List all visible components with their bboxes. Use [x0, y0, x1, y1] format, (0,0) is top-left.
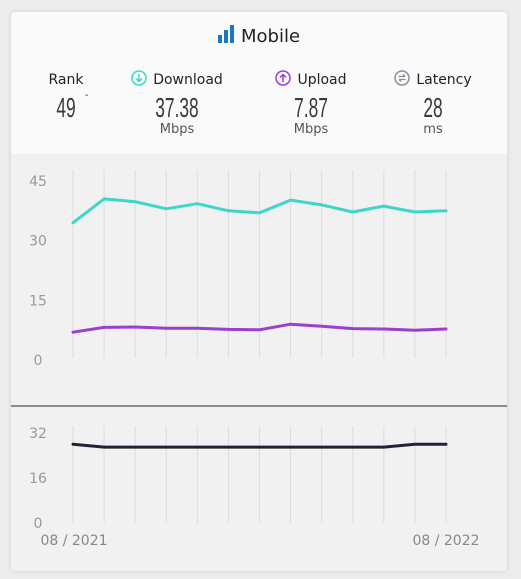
download-arrow-icon: [131, 70, 147, 90]
x-label-end: 08 / 2022: [412, 533, 479, 549]
rank-label: Rank: [48, 72, 84, 88]
latency-label: Latency: [416, 72, 472, 88]
latency-value: 28: [423, 92, 443, 123]
y-tick-label: 30: [29, 234, 47, 250]
download-line: [71, 197, 448, 225]
y-tick-label: 0: [34, 516, 43, 532]
x-label-start: 08 / 2021: [40, 533, 107, 549]
upload-metric: Upload 7.87 Mbps: [266, 70, 356, 137]
signal-bars-icon: [217, 25, 234, 47]
download-value: 37.38: [155, 92, 199, 123]
y-tick-label: 32: [29, 426, 47, 442]
upload-arrow-icon: [275, 70, 292, 90]
upload-line: [71, 322, 448, 334]
upload-unit: Mbps: [293, 122, 329, 137]
y-tick-label: 16: [29, 471, 47, 487]
y-tick-label: 0: [34, 353, 43, 369]
download-metric: Download 37.38 Mbps: [127, 70, 227, 137]
latency-metric: Latency 28 ms: [388, 70, 478, 137]
upload-label: Upload: [297, 72, 347, 88]
download-unit: Mbps: [159, 122, 195, 137]
download-label: Download: [153, 72, 223, 88]
latency-arrows-icon: [394, 70, 411, 90]
rank-change: -: [85, 90, 89, 101]
title-row: Mobile: [11, 25, 507, 47]
rank-metric: Rank 49: [39, 70, 93, 124]
rank-value: 49: [56, 92, 76, 123]
y-tick-label: 45: [29, 174, 47, 190]
y-tick-label: 15: [29, 293, 47, 309]
latency-line: [71, 442, 448, 449]
card-header: Mobile Rank 49 - Download 37.38 Mbps: [11, 12, 507, 154]
card-title: Mobile: [240, 25, 301, 47]
upload-value: 7.87: [294, 92, 328, 123]
latency-unit: ms: [423, 122, 443, 137]
